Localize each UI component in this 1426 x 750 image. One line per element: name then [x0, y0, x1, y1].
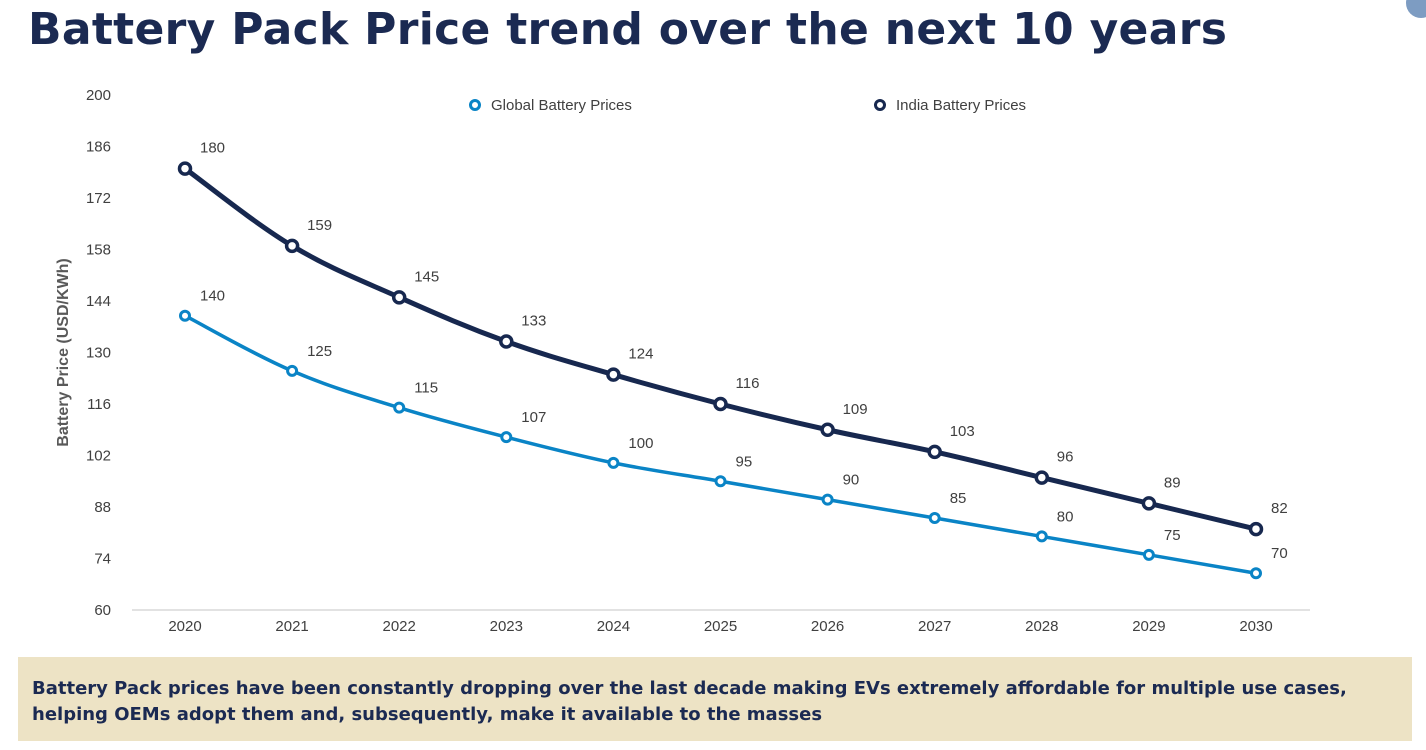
- x-tick-label: 2026: [811, 618, 844, 635]
- x-tick-label: 2028: [1025, 618, 1058, 635]
- data-label: 70: [1271, 545, 1288, 562]
- legend-label: India Battery Prices: [896, 97, 1026, 114]
- y-tick-label: 88: [94, 499, 111, 516]
- x-tick-label: 2024: [597, 618, 630, 635]
- data-label: 124: [628, 346, 653, 363]
- legend-marker: [874, 99, 886, 111]
- x-tick-label: 2030: [1239, 618, 1272, 635]
- y-tick-label: 158: [86, 242, 111, 259]
- data-label: 89: [1164, 474, 1181, 491]
- data-label: 95: [736, 453, 753, 470]
- line-chart: 60 74 88 102 116 130 144 158 172 186 200 2020 2021 20…: [55, 87, 1310, 635]
- data-label: 140: [200, 288, 225, 305]
- data-point: [1248, 521, 1264, 537]
- data-point: [500, 431, 513, 444]
- data-point: [607, 456, 620, 469]
- data-point: [820, 422, 835, 437]
- y-tick-label: 172: [86, 190, 111, 207]
- data-label: 80: [1057, 508, 1074, 525]
- data-point: [179, 309, 191, 322]
- y-tick-label: 102: [86, 448, 111, 465]
- data-point: [499, 334, 514, 349]
- x-tick-label: 2021: [275, 618, 308, 635]
- data-point: [1141, 496, 1157, 511]
- data-point: [391, 290, 407, 305]
- series-line: [183, 166, 1257, 532]
- legend-label: Global Battery Prices: [491, 97, 632, 114]
- x-tick-label: 2023: [490, 618, 523, 635]
- data-point: [177, 161, 193, 176]
- data-point: [714, 475, 727, 488]
- y-tick-label: 200: [86, 87, 111, 104]
- data-label: 90: [843, 472, 860, 489]
- data-point: [1142, 548, 1155, 561]
- data-label: 145: [414, 268, 439, 285]
- y-tick-label: 144: [86, 293, 111, 310]
- y-tick-label: 74: [94, 551, 111, 568]
- data-label: 125: [307, 343, 332, 360]
- data-point: [286, 364, 299, 377]
- x-tick-label: 2022: [383, 618, 416, 635]
- data-label: 180: [200, 140, 225, 157]
- data-label: 82: [1271, 500, 1288, 517]
- data-label: 115: [414, 380, 438, 397]
- data-label: 159: [307, 217, 332, 234]
- data-point: [927, 444, 942, 460]
- data-label: 116: [736, 375, 760, 392]
- data-label: 85: [950, 490, 967, 507]
- y-tick-label: 60: [94, 602, 111, 619]
- corner-logo-fragment: [1406, 0, 1426, 18]
- data-point: [606, 367, 621, 382]
- y-tick-label: 186: [86, 139, 111, 156]
- x-tick-label: 2020: [168, 618, 201, 635]
- data-point: [821, 493, 834, 506]
- data-label: 107: [521, 409, 546, 426]
- series-line: [184, 314, 1257, 575]
- y-tick-label: 130: [86, 345, 111, 362]
- legend-marker: [469, 99, 481, 111]
- y-axis-title: Battery Price (USD/KWh): [55, 258, 72, 446]
- data-point: [928, 512, 941, 525]
- summary-callout: Battery Pack prices have been constantly…: [18, 657, 1412, 741]
- page-title: Battery Pack Price trend over the next 1…: [28, 4, 1228, 55]
- data-label: 75: [1164, 527, 1181, 544]
- data-point: [284, 238, 300, 254]
- data-label: 109: [843, 401, 868, 418]
- data-label: 100: [628, 435, 653, 452]
- data-point: [1034, 470, 1050, 485]
- data-point: [1035, 530, 1048, 543]
- x-tick-label: 2025: [704, 618, 737, 635]
- data-point: [1250, 567, 1262, 580]
- data-label: 133: [521, 312, 546, 329]
- y-tick-label: 116: [87, 396, 111, 413]
- data-point: [393, 401, 406, 414]
- data-label: 103: [950, 423, 975, 440]
- x-tick-label: 2029: [1132, 618, 1165, 635]
- x-tick-label: 2027: [918, 618, 951, 635]
- data-point: [713, 396, 728, 412]
- data-label: 96: [1057, 449, 1074, 466]
